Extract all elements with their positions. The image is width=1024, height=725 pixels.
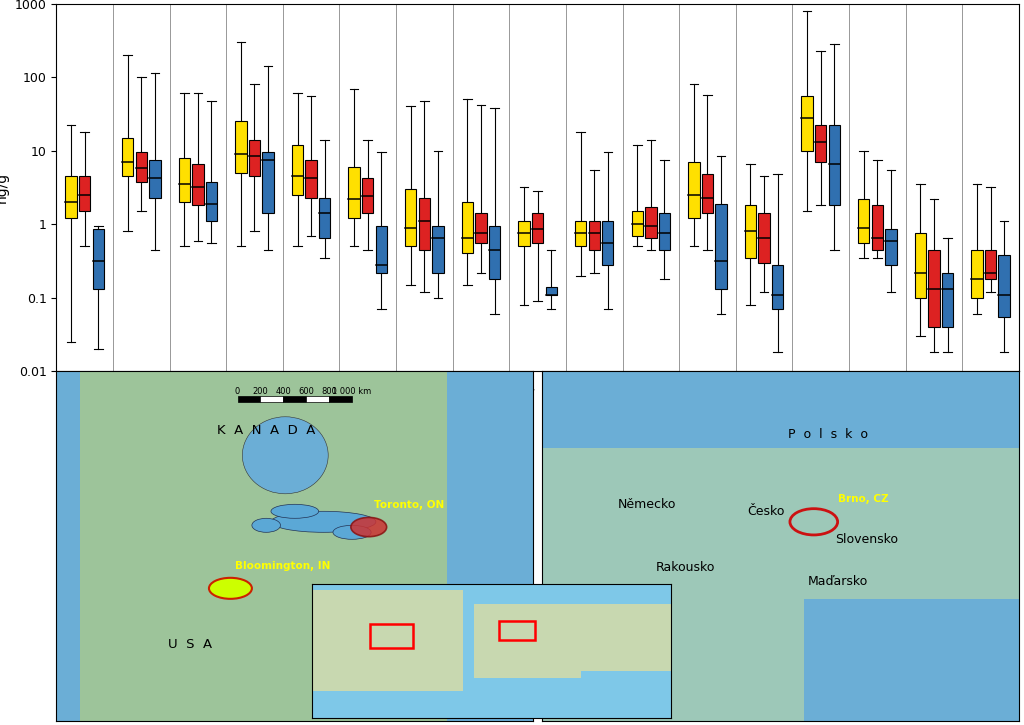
FancyBboxPatch shape — [447, 371, 534, 721]
Bar — [370, 624, 413, 648]
Ellipse shape — [252, 518, 281, 532]
Polygon shape — [376, 226, 387, 273]
Polygon shape — [262, 152, 273, 213]
Text: Česko: Česko — [748, 505, 784, 518]
FancyBboxPatch shape — [260, 397, 284, 402]
Polygon shape — [292, 145, 303, 195]
Polygon shape — [178, 158, 189, 202]
Polygon shape — [744, 205, 756, 257]
Polygon shape — [985, 249, 996, 279]
Polygon shape — [688, 162, 699, 218]
Text: Toronto, ON: Toronto, ON — [374, 500, 443, 510]
Polygon shape — [66, 176, 77, 218]
Polygon shape — [716, 204, 727, 289]
Text: Slovensko: Slovensko — [835, 533, 898, 546]
FancyBboxPatch shape — [804, 599, 1019, 721]
Polygon shape — [645, 207, 656, 238]
FancyBboxPatch shape — [542, 371, 1019, 448]
Polygon shape — [886, 229, 897, 265]
Bar — [499, 621, 535, 640]
Polygon shape — [92, 229, 103, 289]
Text: U  S  A: U S A — [168, 638, 212, 651]
Polygon shape — [759, 213, 770, 262]
Polygon shape — [574, 221, 587, 247]
Ellipse shape — [271, 505, 318, 518]
Polygon shape — [858, 199, 869, 244]
Text: K  A  N  A  D  A: K A N A D A — [217, 424, 315, 437]
Text: Německo: Německo — [617, 498, 676, 511]
Ellipse shape — [570, 403, 705, 444]
Polygon shape — [632, 211, 643, 236]
Polygon shape — [236, 121, 247, 173]
FancyBboxPatch shape — [238, 397, 260, 402]
Polygon shape — [432, 226, 443, 273]
Text: 600: 600 — [298, 387, 314, 396]
Polygon shape — [249, 140, 260, 176]
Polygon shape — [305, 160, 316, 198]
Ellipse shape — [271, 511, 376, 532]
Text: Maďarsko: Maďarsko — [808, 575, 867, 588]
Polygon shape — [135, 152, 146, 181]
Polygon shape — [802, 96, 813, 151]
Polygon shape — [972, 249, 983, 298]
Ellipse shape — [209, 578, 252, 599]
Text: Brno, CZ: Brno, CZ — [838, 494, 888, 505]
Polygon shape — [929, 249, 940, 327]
Polygon shape — [518, 221, 529, 247]
Polygon shape — [828, 125, 840, 205]
FancyBboxPatch shape — [284, 397, 306, 402]
Polygon shape — [701, 174, 713, 213]
Polygon shape — [914, 233, 926, 298]
Polygon shape — [475, 213, 486, 244]
Polygon shape — [79, 176, 90, 211]
Text: 800: 800 — [322, 387, 337, 396]
Polygon shape — [488, 226, 501, 279]
Polygon shape — [871, 205, 883, 249]
Polygon shape — [998, 255, 1010, 317]
FancyBboxPatch shape — [312, 590, 463, 691]
Polygon shape — [206, 181, 217, 221]
Y-axis label: ng/g: ng/g — [0, 172, 9, 203]
Polygon shape — [150, 160, 161, 198]
Polygon shape — [122, 138, 133, 176]
Polygon shape — [531, 213, 544, 244]
Polygon shape — [589, 221, 600, 249]
Ellipse shape — [351, 518, 387, 536]
Polygon shape — [942, 273, 953, 327]
Text: P  o  l  s  k  o: P o l s k o — [788, 428, 868, 441]
FancyBboxPatch shape — [329, 397, 352, 402]
Polygon shape — [546, 287, 557, 294]
Polygon shape — [348, 167, 359, 218]
Text: 1 000 km: 1 000 km — [333, 387, 372, 396]
Polygon shape — [362, 178, 374, 213]
Polygon shape — [658, 213, 670, 249]
Text: 0: 0 — [234, 387, 241, 396]
Polygon shape — [602, 221, 613, 265]
Polygon shape — [419, 198, 430, 249]
FancyBboxPatch shape — [306, 397, 329, 402]
Polygon shape — [406, 189, 417, 246]
Polygon shape — [772, 265, 783, 309]
Polygon shape — [815, 125, 826, 162]
Polygon shape — [193, 165, 204, 205]
Text: Rakousko: Rakousko — [655, 561, 715, 573]
Polygon shape — [462, 202, 473, 254]
FancyBboxPatch shape — [473, 604, 582, 677]
Polygon shape — [319, 198, 331, 238]
Text: Bloomington, IN: Bloomington, IN — [236, 561, 331, 571]
Ellipse shape — [333, 526, 371, 539]
Text: 200: 200 — [253, 387, 268, 396]
Text: 400: 400 — [275, 387, 291, 396]
Ellipse shape — [243, 417, 329, 494]
FancyBboxPatch shape — [56, 371, 80, 721]
FancyBboxPatch shape — [563, 604, 671, 671]
